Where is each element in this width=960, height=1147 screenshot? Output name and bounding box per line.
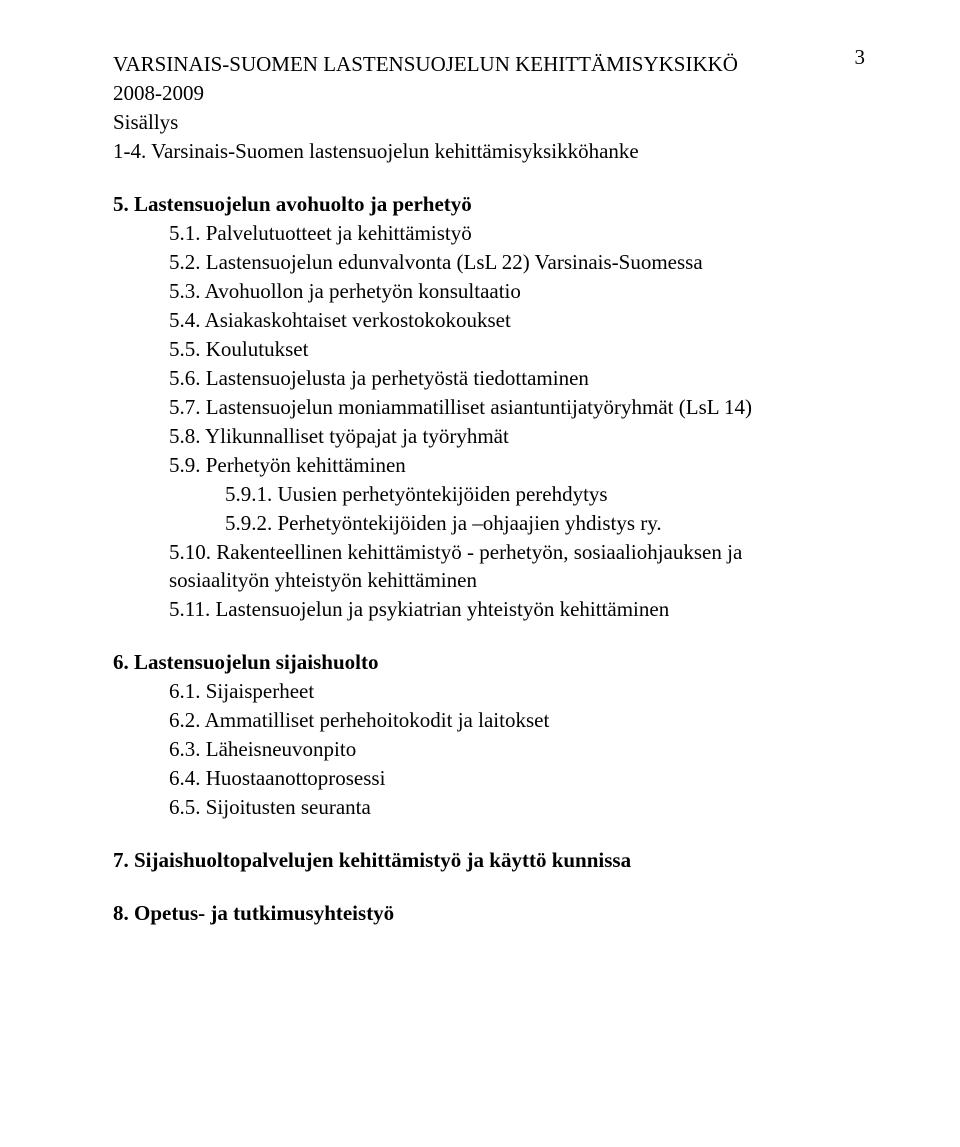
toc-item-5-9-2: 5.9.2. Perhetyöntekijöiden ja –ohjaajien…: [113, 509, 865, 538]
toc-item-5-1: 5.1. Palvelutuotteet ja kehittämistyö: [113, 219, 865, 248]
toc-item-5-11: 5.11. Lastensuojelun ja psykiatrian yhte…: [113, 595, 865, 624]
toc-item-5-6: 5.6. Lastensuojelusta ja perhetyöstä tie…: [113, 364, 865, 393]
toc-item-5-8: 5.8. Ylikunnalliset työpajat ja työryhmä…: [113, 422, 865, 451]
toc-item-8: 8. Opetus- ja tutkimusyhteistyö: [113, 899, 865, 928]
document-page: 3 VARSINAIS-SUOMEN LASTENSUOJELUN KEHITT…: [0, 0, 960, 968]
toc-item-6-5: 6.5. Sijoitusten seuranta: [113, 793, 865, 822]
toc-item-5-4: 5.4. Asiakaskohtaiset verkostokokoukset: [113, 306, 865, 335]
toc-item-6-1: 6.1. Sijaisperheet: [113, 677, 865, 706]
toc-item-6-3: 6.3. Läheisneuvonpito: [113, 735, 865, 764]
toc-item-6-2: 6.2. Ammatilliset perhehoitokodit ja lai…: [113, 706, 865, 735]
toc-item-5-2: 5.2. Lastensuojelun edunvalvonta (LsL 22…: [113, 248, 865, 277]
toc-item-5-5: 5.5. Koulutukset: [113, 335, 865, 364]
toc-item-7: 7. Sijaishuoltopalvelujen kehittämistyö …: [113, 846, 865, 875]
page-number: 3: [855, 45, 866, 70]
toc-item-6-4: 6.4. Huostaanottoprosessi: [113, 764, 865, 793]
toc-item-5-9-1: 5.9.1. Uusien perhetyöntekijöiden perehd…: [113, 480, 865, 509]
main-title-line-2: 2008-2009: [113, 79, 865, 108]
toc-item-5-7: 5.7. Lastensuojelun moniammatilliset asi…: [113, 393, 865, 422]
toc-item-5-10-line-1: 5.10. Rakenteellinen kehittämistyö - per…: [113, 538, 865, 567]
main-title-line-1: VARSINAIS-SUOMEN LASTENSUOJELUN KEHITTÄM…: [113, 50, 865, 79]
toc-item-5: 5. Lastensuojelun avohuolto ja perhetyö: [113, 190, 865, 219]
toc-item-1-4: 1-4. Varsinais-Suomen lastensuojelun keh…: [113, 137, 865, 166]
toc-item-5-9: 5.9. Perhetyön kehittäminen: [113, 451, 865, 480]
contents-label: Sisällys: [113, 108, 865, 137]
toc-item-5-3: 5.3. Avohuollon ja perhetyön konsultaati…: [113, 277, 865, 306]
toc-item-6: 6. Lastensuojelun sijaishuolto: [113, 648, 865, 677]
toc-item-5-10-line-2: sosiaalityön yhteistyön kehittäminen: [113, 566, 865, 595]
